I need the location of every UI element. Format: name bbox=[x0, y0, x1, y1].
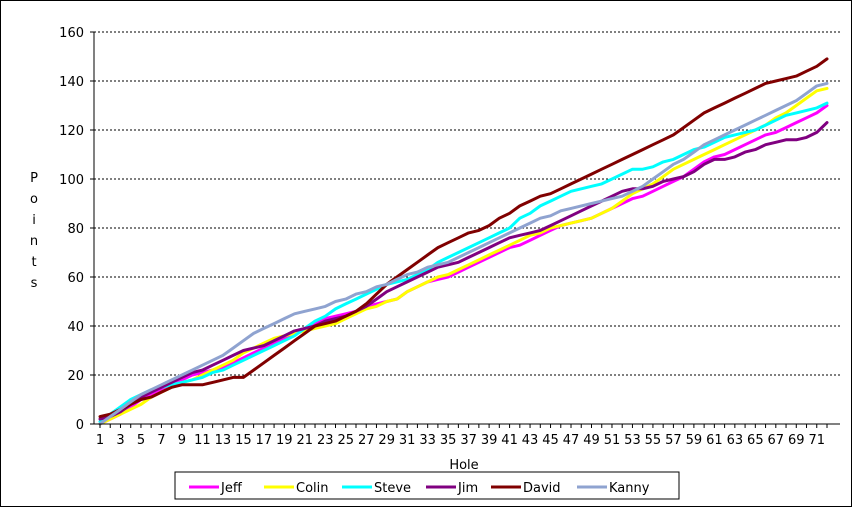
x-tick-label: 27 bbox=[358, 433, 375, 448]
y-tick-label: 0 bbox=[76, 418, 84, 433]
y-tick-label: 20 bbox=[67, 369, 84, 384]
legend-label-jim: Jim bbox=[457, 481, 478, 496]
x-tick-label: 33 bbox=[419, 433, 436, 448]
x-tick-label: 43 bbox=[522, 433, 539, 448]
y-axis-title-letter: t bbox=[31, 255, 36, 270]
x-tick-label: 69 bbox=[788, 433, 805, 448]
legend-label-jeff: Jeff bbox=[220, 481, 243, 496]
x-tick-label: 67 bbox=[768, 433, 785, 448]
series-line-kanny bbox=[98, 81, 829, 426]
x-tick-labels: 1 3 5 7 9 11 13 15 17 19 21 23 25 27 29 31 33 35 37 39 41 43 4… bbox=[96, 424, 828, 448]
series-line-david bbox=[98, 57, 829, 419]
y-axis-title-letter: s bbox=[31, 276, 38, 291]
x-tick-label: 17 bbox=[256, 433, 273, 448]
x-tick-label: 47 bbox=[563, 433, 580, 448]
series-line-colin bbox=[98, 86, 829, 426]
legend-label-david: David bbox=[523, 481, 561, 496]
x-tick-label: 21 bbox=[297, 433, 314, 448]
legend-label-kanny: Kanny bbox=[609, 481, 650, 496]
y-tick-label: 80 bbox=[67, 222, 84, 237]
legend-label-colin: Colin bbox=[296, 481, 329, 496]
x-tick-label: 63 bbox=[727, 433, 744, 448]
x-tick-label: 65 bbox=[747, 433, 764, 448]
y-tick-label: 140 bbox=[59, 75, 84, 90]
y-axis-title-letter: i bbox=[32, 213, 36, 228]
y-tick-label: 160 bbox=[59, 26, 84, 41]
x-tick-label: 29 bbox=[378, 433, 395, 448]
y-tick-labels: 0 20 40 60 80 100 120 140 160 bbox=[59, 26, 94, 433]
x-tick-label: 49 bbox=[583, 433, 600, 448]
x-tick-label: 31 bbox=[399, 433, 416, 448]
x-tick-label: 11 bbox=[194, 433, 211, 448]
x-tick-label: 1 bbox=[96, 433, 104, 448]
x-tick-label: 15 bbox=[235, 433, 252, 448]
x-tick-label: 9 bbox=[178, 433, 186, 448]
x-tick-label: 13 bbox=[215, 433, 232, 448]
x-tick-label: 71 bbox=[808, 433, 825, 448]
x-tick-label: 7 bbox=[157, 433, 165, 448]
x-axis-title: Hole bbox=[449, 458, 478, 473]
series-lines bbox=[98, 57, 829, 426]
y-axis-title-letter: o bbox=[30, 192, 38, 207]
series-line-steve bbox=[98, 101, 829, 424]
y-tick-label: 120 bbox=[59, 124, 84, 139]
series-line-jeff bbox=[98, 104, 829, 426]
legend-label-steve: Steve bbox=[374, 481, 411, 496]
x-tick-label: 37 bbox=[460, 433, 477, 448]
x-tick-label: 39 bbox=[481, 433, 498, 448]
x-tick-label: 53 bbox=[624, 433, 641, 448]
y-tick-label: 100 bbox=[59, 173, 84, 188]
gridlines bbox=[94, 31, 840, 376]
x-tick-label: 5 bbox=[137, 433, 145, 448]
x-tick-label: 57 bbox=[665, 433, 682, 448]
y-axis-title-letter: n bbox=[30, 234, 38, 249]
x-tick-label: 51 bbox=[604, 433, 621, 448]
x-tick-label: 61 bbox=[706, 433, 723, 448]
x-tick-label: 3 bbox=[116, 433, 124, 448]
legend: Jeff Colin Steve Jim David Kanny bbox=[174, 471, 680, 500]
y-tick-label: 40 bbox=[67, 320, 84, 335]
x-tick-label: 45 bbox=[542, 433, 559, 448]
x-tick-label: 23 bbox=[317, 433, 334, 448]
x-tick-label: 35 bbox=[440, 433, 457, 448]
series-line-jim bbox=[98, 121, 829, 421]
x-tick-label: 41 bbox=[501, 433, 518, 448]
y-tick-label: 60 bbox=[67, 271, 84, 286]
x-tick-label: 55 bbox=[645, 433, 662, 448]
x-tick-label: 59 bbox=[686, 433, 703, 448]
x-tick-label: 25 bbox=[337, 433, 354, 448]
y-axis-title-letter: P bbox=[30, 171, 38, 186]
x-tick-label: 19 bbox=[276, 433, 293, 448]
